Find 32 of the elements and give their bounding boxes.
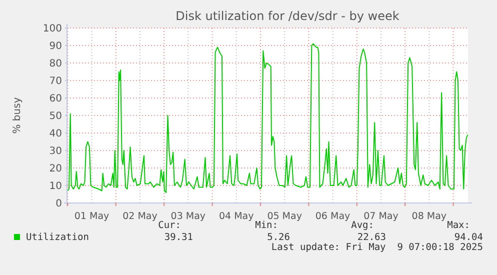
x-tick-label: 07 May: [364, 211, 399, 222]
legend-label: Utilization: [26, 232, 89, 243]
y-tick-label: 80: [49, 58, 62, 70]
y-tick-label: 60: [49, 94, 62, 104]
text: Min:: [255, 220, 278, 231]
x-tick-label: 01 May: [74, 211, 110, 222]
x-tick-label: 03 May: [170, 211, 206, 222]
y-tick-label: 10: [49, 181, 62, 192]
text: 94.04: [454, 232, 484, 243]
x-tick-label: 02 May: [122, 211, 158, 222]
text: Last update: Fri May 9 07:00:18 2025: [271, 242, 483, 253]
y-tick-label: 100: [42, 24, 62, 34]
x-tick-label: 05 May: [267, 211, 302, 222]
y-tick-label: 20: [49, 164, 62, 174]
text: 39.31: [164, 232, 194, 243]
x-tick-label: 06 May: [315, 211, 351, 222]
y-tick-label: 0: [56, 198, 62, 210]
y-tick-label: 90: [49, 41, 62, 52]
y-tick-label: 30: [49, 146, 62, 157]
y-tick-label: 70: [49, 76, 62, 87]
y-tick-label: 50: [49, 111, 62, 122]
x-tick-label: 08 May: [412, 211, 447, 222]
y-axis-title: % busy: [12, 97, 23, 134]
text: Max:: [447, 220, 470, 231]
line-series: [67, 43, 468, 193]
text: Avg:: [351, 220, 374, 231]
x-tick-label: 04 May: [218, 211, 254, 222]
y-tick-label: 40: [49, 128, 62, 140]
text: 22.63: [357, 232, 386, 243]
text: Cur:: [158, 220, 181, 231]
text: 5.26: [267, 232, 290, 243]
chart-title: Disk utilization for /dev/sdr - by week: [176, 9, 400, 23]
